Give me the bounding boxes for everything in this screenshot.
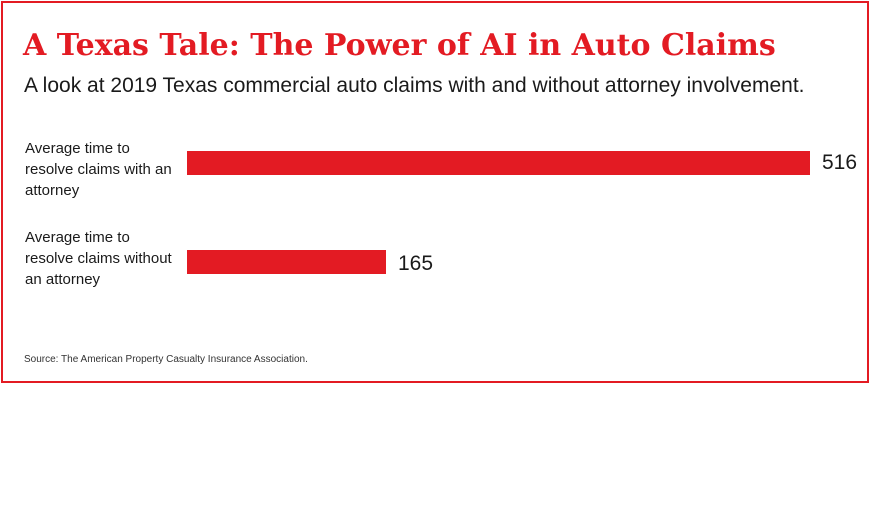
chart-subtitle: A look at 2019 Texas commercial auto cla…	[24, 74, 805, 97]
value-label-without-attorney: 165	[398, 252, 434, 275]
bar-with-attorney	[187, 151, 810, 175]
value-label-with-attorney: 516	[822, 151, 858, 174]
category-label-with-attorney: Average time to resolve claims with an a…	[25, 140, 172, 199]
category-label-without-attorney: Average time to resolve claims without a…	[25, 229, 172, 288]
chart-title: A Texas Tale: The Power of AI in Auto Cl…	[23, 28, 776, 63]
chart-frame: A Texas Tale: The Power of AI in Auto Cl…	[1, 1, 869, 383]
bar-without-attorney	[187, 250, 386, 274]
source-note: Source: The American Property Casualty I…	[24, 354, 308, 365]
